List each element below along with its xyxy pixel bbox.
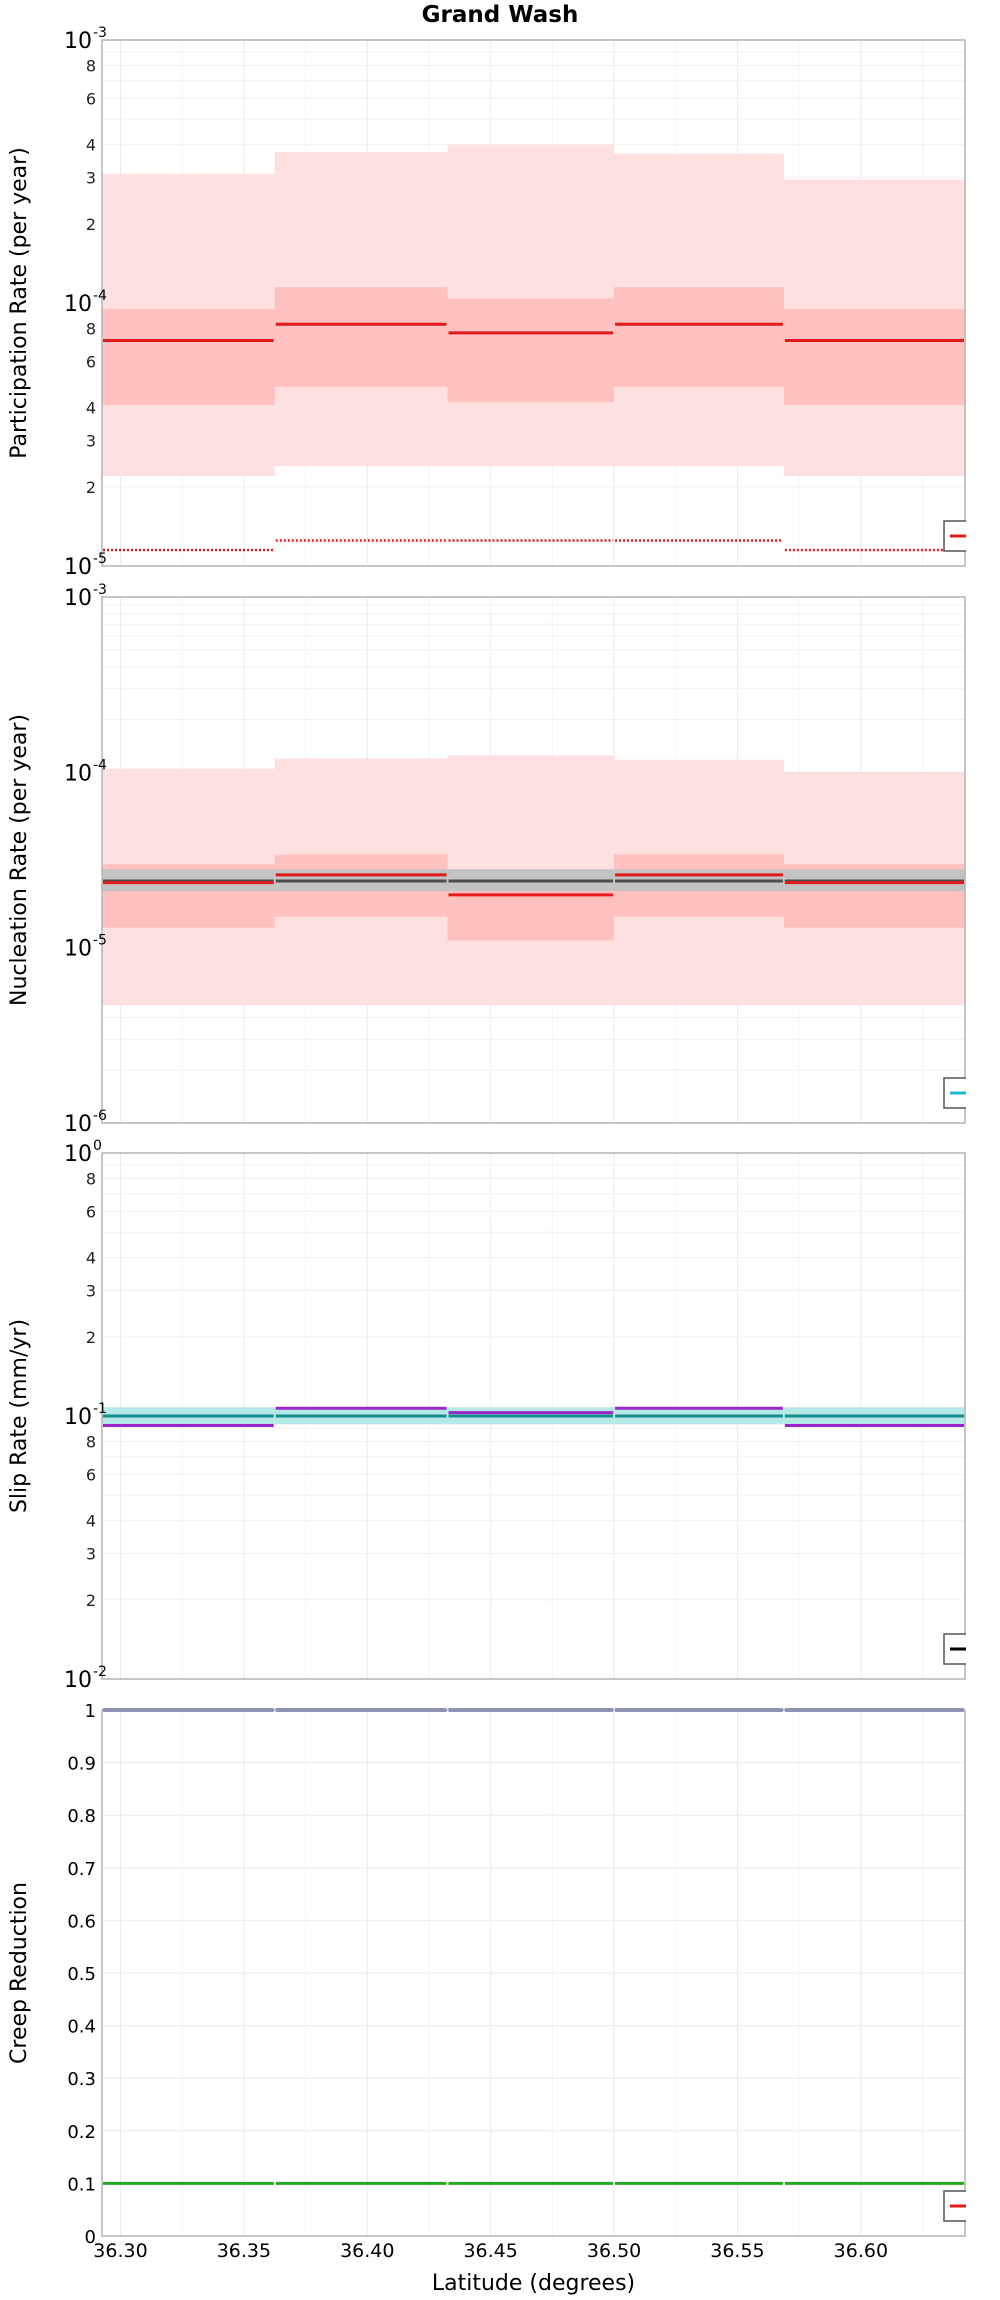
y-tick-label: 0.2 xyxy=(67,2122,96,2143)
y-minor-tick-label: 6 xyxy=(86,1202,96,1221)
y-tick-labels: 10-310-410-510-6 xyxy=(64,582,107,1137)
inner-band xyxy=(102,287,965,405)
x-axis-label: Latitude (degrees) xyxy=(432,2271,635,2296)
y-minor-tick-label: 8 xyxy=(86,1432,96,1451)
y-tick-exponent: -4 xyxy=(93,288,107,304)
right-margin xyxy=(966,0,1000,2300)
series-minimum xyxy=(103,539,964,552)
y-tick-label: 10 xyxy=(64,937,92,962)
y-tick-label: 10 xyxy=(64,761,92,786)
x-tick-label: 36.30 xyxy=(93,2240,147,2262)
y-tick-exponent: 0 xyxy=(93,1138,102,1154)
y-minor-tick-label: 4 xyxy=(86,1512,96,1531)
y-tick-labels: 0 0.1 0.2 0.3 0.4 0.5 0.6 0.7 0.8 0.9 1 xyxy=(67,1701,96,2248)
y-tick-exponent: -3 xyxy=(93,25,107,41)
plot-frame xyxy=(101,1709,966,2237)
x-tick-label: 36.55 xyxy=(710,2240,764,2262)
figure-title: Grand Wash xyxy=(422,2,579,28)
y-tick-label: 0.3 xyxy=(67,2069,96,2090)
y-tick-label: 0.1 xyxy=(67,2174,96,2195)
y-tick-exponent: -5 xyxy=(93,933,107,949)
y-minor-tick-label: 4 xyxy=(86,399,96,418)
y-tick-exponent: -5 xyxy=(93,551,107,567)
y-minor-tick-label: 6 xyxy=(86,89,96,108)
y-tick-label: 0 xyxy=(85,2227,96,2248)
y-tick-label: 10 xyxy=(64,586,92,611)
x-tick-label: 36.45 xyxy=(463,2240,517,2262)
y-axis-label: Slip Rate (mm/yr) xyxy=(7,1319,32,1513)
y-tick-label: 0.9 xyxy=(67,1754,96,1775)
y-minor-tick-label: 8 xyxy=(86,56,96,75)
series-mean xyxy=(103,873,964,897)
y-tick-label: 0.7 xyxy=(67,1859,96,1880)
y-tick-label: 0.5 xyxy=(67,1964,96,1985)
inner-band-segment xyxy=(783,308,965,405)
y-tick-exponent: -3 xyxy=(93,582,107,598)
y-tick-label: 1 xyxy=(85,1701,96,1722)
series-mean xyxy=(103,322,964,343)
x-tick-label: 36.40 xyxy=(340,2240,394,2262)
y-minor-tick-label: 2 xyxy=(86,1591,96,1610)
y-minor-tick-label: 4 xyxy=(86,136,96,155)
y-minor-tick-label: 4 xyxy=(86,1249,96,1268)
y-tick-label: 10 xyxy=(64,1405,92,1430)
inner-band-segment xyxy=(102,308,275,405)
y-minor-tick-label: 3 xyxy=(86,1282,96,1301)
y-tick-label: 0.4 xyxy=(67,2017,96,2038)
plot-frame xyxy=(101,1152,966,1680)
x-tick-label: 36.60 xyxy=(834,2240,888,2262)
y-minor-tick-label: 2 xyxy=(86,478,96,497)
x-tick-labels: 36.30 36.35 36.40 36.45 36.50 36.55 36.60 xyxy=(93,2240,888,2262)
y-minor-tick-label: 8 xyxy=(86,1169,96,1188)
plot-frame xyxy=(101,39,966,567)
y-axis-label: Creep Reduction xyxy=(7,1882,32,2064)
y-minor-tick-label: 8 xyxy=(86,319,96,338)
x-tick-label: 36.50 xyxy=(587,2240,641,2262)
x-tick-label: 36.35 xyxy=(217,2240,271,2262)
y-tick-label: 10 xyxy=(64,1112,92,1137)
plot-frame xyxy=(101,596,966,1124)
y-tick-exponent: -2 xyxy=(93,1664,107,1680)
y-tick-label: 0.6 xyxy=(67,1911,96,1932)
series-solution xyxy=(103,1406,964,1428)
y-minor-tick-label: 3 xyxy=(86,432,96,451)
inner-band-segment xyxy=(614,287,784,387)
y-minor-tick-label: 3 xyxy=(86,1545,96,1564)
y-minor-tick-label: 3 xyxy=(86,169,96,188)
y-minor-tick-label: 6 xyxy=(86,1465,96,1484)
y-tick-exponent: -6 xyxy=(93,1108,107,1124)
y-axis-label: Nucleation Rate (per year) xyxy=(7,714,32,1006)
y-tick-exponent: -1 xyxy=(93,1401,107,1417)
y-tick-label: 10 xyxy=(64,29,92,54)
y-minor-tick-label: 2 xyxy=(86,215,96,234)
y-minor-tick-label: 6 xyxy=(86,352,96,371)
y-tick-exponent: -4 xyxy=(93,757,107,773)
y-tick-label: 10 xyxy=(64,292,92,317)
y-tick-label: 10 xyxy=(64,1142,92,1167)
inner-band-segment xyxy=(274,287,448,387)
y-axis-label: Participation Rate (per year) xyxy=(7,147,32,459)
panel-creep-reduction: 0 0.1 0.2 0.3 0.4 0.5 0.6 0.7 0.8 0.9 1 Creep Reduc… xyxy=(7,1701,975,2296)
y-tick-label: 10 xyxy=(64,555,92,580)
y-minor-tick-label: 2 xyxy=(86,1328,96,1347)
y-tick-label: 10 xyxy=(64,1668,92,1693)
y-tick-label: 0.8 xyxy=(67,1806,96,1827)
inner-band-segment xyxy=(447,298,615,403)
